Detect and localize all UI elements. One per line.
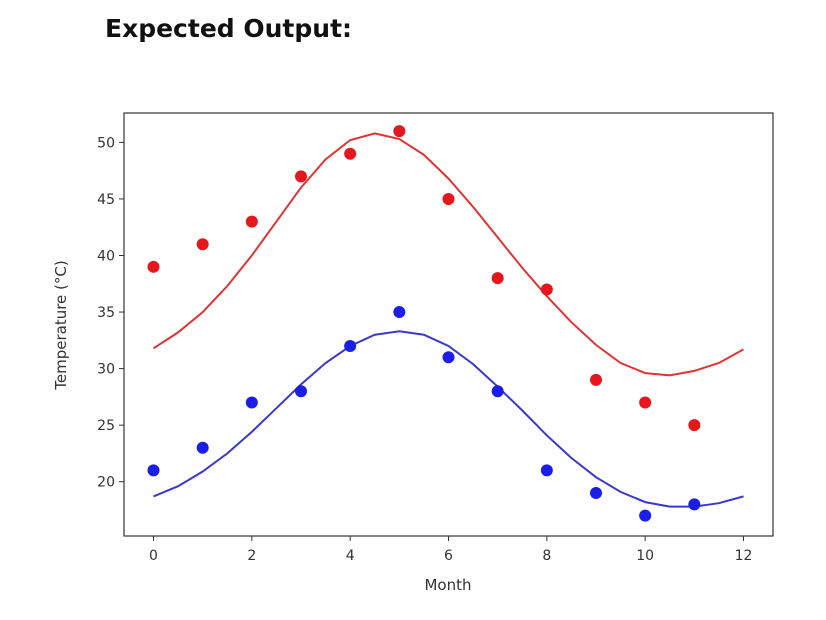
- data-point-series-1: [295, 170, 307, 183]
- data-point-series-2: [344, 339, 357, 352]
- data-point-series-2: [393, 306, 406, 319]
- x-tick-label: 0: [149, 548, 158, 564]
- x-tick-label: 2: [247, 548, 256, 564]
- y-tick-label: 25: [97, 418, 115, 434]
- y-tick-label: 20: [97, 475, 115, 491]
- data-point-series-1: [442, 192, 455, 205]
- data-point-series-2: [590, 487, 602, 500]
- data-point-series-2: [196, 441, 209, 454]
- plot-frame: [123, 112, 774, 537]
- data-point-series-1: [590, 373, 602, 386]
- fit-curve-series-2: [153, 330, 744, 508]
- data-point-series-2: [442, 351, 455, 364]
- y-tick-label: 35: [97, 305, 115, 321]
- data-points: [147, 125, 701, 522]
- y-axis-label: Temperature (°C): [52, 260, 70, 390]
- data-point-series-1: [344, 147, 357, 160]
- data-point-series-1: [393, 125, 406, 138]
- x-tick-label: 12: [735, 548, 753, 564]
- data-point-series-2: [639, 509, 652, 522]
- data-point-series-1: [196, 238, 209, 251]
- data-point-series-2: [491, 385, 504, 398]
- data-point-series-1: [245, 215, 258, 228]
- data-point-series-1: [540, 283, 553, 296]
- x-axis-label: Month: [424, 576, 471, 594]
- data-point-series-2: [245, 396, 258, 409]
- data-point-series-1: [688, 419, 701, 432]
- fit-curve-series-1: [152, 132, 744, 377]
- expected-output-heading: Expected Output:: [105, 14, 353, 43]
- fit-curves: [152, 132, 744, 508]
- x-tick-label: 4: [346, 548, 355, 564]
- data-point-series-2: [295, 385, 307, 398]
- x-tick-label: 8: [542, 548, 551, 564]
- y-tick-label: 45: [97, 192, 115, 208]
- data-point-series-2: [540, 464, 553, 477]
- data-point-series-1: [147, 260, 160, 273]
- y-tick-label: 50: [97, 135, 115, 151]
- x-axis-ticks: 0 2 4 6 8 10 12: [149, 536, 752, 564]
- data-point-series-2: [147, 464, 160, 477]
- x-tick-label: 10: [636, 548, 654, 564]
- y-tick-label: 40: [97, 249, 115, 265]
- y-tick-label: 30: [97, 362, 115, 378]
- data-point-series-1: [639, 396, 652, 409]
- y-axis-ticks: 20 25 30 35 40 45 50: [97, 135, 124, 491]
- x-tick-label: 6: [444, 548, 453, 564]
- data-point-series-1: [491, 272, 504, 285]
- data-point-series-2: [688, 498, 701, 511]
